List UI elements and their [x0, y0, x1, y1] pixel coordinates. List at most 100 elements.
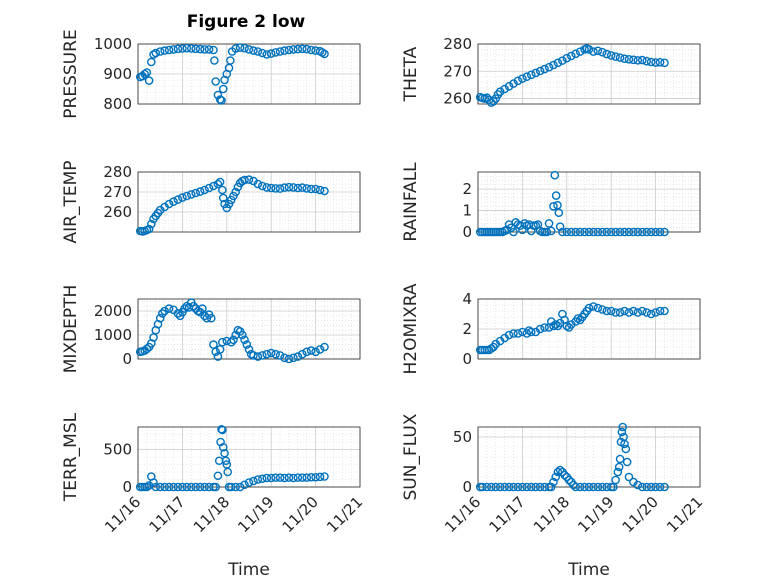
data-point	[258, 181, 267, 191]
data-point	[571, 227, 580, 237]
data-point	[482, 93, 492, 103]
data-point	[178, 44, 187, 53]
data-point	[169, 197, 178, 206]
data-point	[495, 87, 505, 97]
data-point	[660, 306, 669, 316]
data-point	[284, 354, 294, 364]
data-point	[655, 227, 665, 237]
data-point	[549, 477, 558, 487]
data-point	[542, 227, 552, 237]
data-point	[142, 482, 152, 492]
data-point	[491, 94, 501, 103]
data-point	[500, 84, 509, 94]
data-point	[186, 482, 196, 492]
y-tick-label: 260	[443, 90, 472, 108]
data-point	[218, 185, 227, 195]
data-point	[218, 337, 227, 347]
data-point	[593, 227, 603, 237]
series-markers	[135, 43, 329, 105]
data-point	[550, 170, 560, 180]
data-point	[164, 304, 174, 313]
x-tick-label: 11/20	[619, 493, 662, 536]
data-point	[253, 352, 263, 361]
data-point	[195, 187, 205, 196]
data-point	[487, 482, 496, 492]
data-point	[584, 227, 594, 237]
data-point	[249, 46, 258, 55]
data-point	[293, 44, 303, 54]
data-point	[240, 480, 249, 490]
y-tick-label: 0	[122, 350, 132, 368]
data-point	[633, 480, 643, 490]
data-point	[244, 175, 254, 184]
data-point	[191, 44, 201, 54]
data-point	[315, 185, 325, 195]
data-point	[226, 482, 236, 492]
data-point	[629, 306, 638, 316]
data-point	[624, 227, 634, 237]
data-point	[280, 183, 289, 192]
data-point	[558, 56, 567, 65]
data-point	[315, 472, 325, 482]
y-tick-label: 0	[462, 350, 472, 368]
data-point	[182, 482, 192, 492]
figure-title: Figure 2 low	[186, 12, 306, 32]
subplot-terr-msl: 0 500 11/16 11/17 11/18 11/19 11/20 11/21 Time TE…	[61, 412, 366, 580]
data-point	[575, 47, 585, 56]
data-point	[571, 49, 580, 59]
x-tick-label: 11/20	[279, 493, 322, 536]
data-point	[513, 482, 523, 492]
data-point	[509, 482, 518, 492]
data-point	[655, 306, 665, 316]
data-point	[142, 68, 152, 77]
y-axis-label: H2OMIXRA	[401, 283, 421, 374]
data-point	[540, 323, 549, 332]
data-point	[160, 482, 169, 492]
data-point	[618, 422, 628, 432]
data-point	[289, 353, 298, 363]
y-tick-label: 260	[103, 203, 132, 221]
y-axis-label: MIXDEPTH	[61, 285, 81, 374]
data-point	[571, 482, 580, 492]
data-point	[624, 54, 634, 64]
data-point	[646, 57, 656, 67]
data-point	[266, 49, 276, 58]
data-point	[531, 482, 541, 492]
data-point	[289, 45, 298, 54]
data-point	[244, 345, 254, 354]
series-markers	[475, 170, 669, 237]
data-point	[580, 227, 589, 237]
data-point	[306, 346, 316, 355]
axes-box	[137, 298, 361, 360]
data-point	[504, 482, 514, 492]
y-tick-label: 0	[122, 478, 132, 496]
data-point	[546, 226, 556, 236]
data-point	[522, 72, 532, 82]
data-point	[655, 57, 665, 67]
data-point	[482, 482, 492, 492]
data-point	[262, 183, 272, 192]
axes-box	[477, 43, 701, 105]
data-point	[226, 337, 236, 347]
data-point	[249, 476, 258, 486]
data-point	[500, 482, 509, 492]
data-point	[217, 96, 226, 105]
data-point	[204, 45, 214, 54]
data-point	[555, 222, 565, 231]
data-point	[598, 305, 607, 314]
data-point	[144, 76, 154, 85]
x-tick-label: 11/21	[663, 493, 706, 536]
data-point	[646, 227, 656, 237]
data-point	[306, 45, 316, 55]
data-point	[320, 342, 329, 352]
y-axis-label: PRESSURE	[61, 29, 81, 118]
data-point	[562, 227, 572, 237]
y-axis-label: RAINFALL	[401, 162, 421, 242]
data-point	[160, 306, 169, 316]
data-point	[311, 347, 320, 357]
data-point	[495, 482, 505, 492]
data-point	[240, 43, 249, 53]
data-point	[297, 44, 307, 54]
data-point	[238, 330, 247, 340]
